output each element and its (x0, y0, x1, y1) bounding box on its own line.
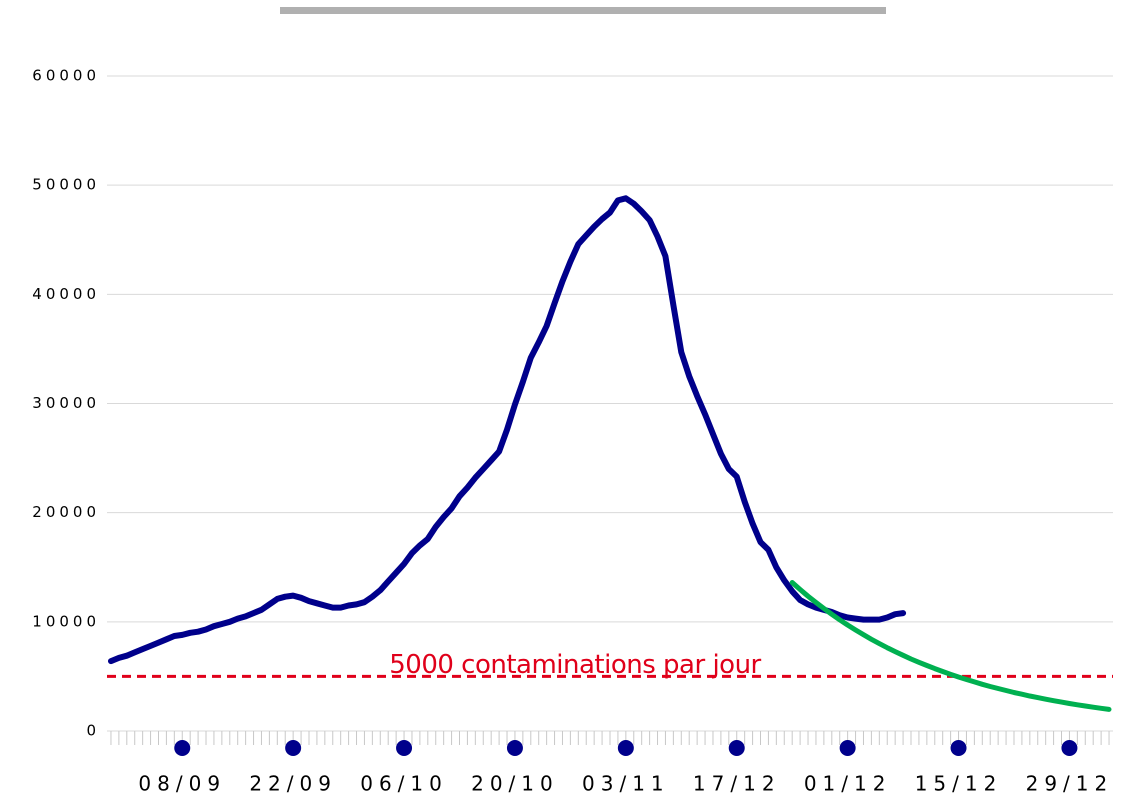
x-tick-label: 29/12 (1026, 772, 1114, 796)
title-placeholder (280, 7, 886, 14)
y-tick-label: 40000 (32, 285, 100, 303)
x-tick-label: 01/12 (804, 772, 892, 796)
date-marker (617, 740, 634, 756)
date-marker (396, 740, 413, 756)
y-tick-label: 10000 (32, 612, 100, 630)
y-tick-label: 20000 (32, 503, 100, 521)
x-tick-label: 03/11 (582, 772, 670, 796)
date-marker (728, 740, 745, 756)
date-marker (1061, 740, 1078, 756)
y-tick-label: 60000 (32, 67, 100, 85)
y-tick-label: 50000 (32, 176, 100, 194)
series-line (789, 580, 1112, 712)
y-tick-label: 0 (86, 722, 100, 740)
series-line (108, 195, 907, 665)
reference-label: 5000 contaminations par jour (389, 650, 761, 680)
date-marker (506, 740, 523, 756)
date-marker (285, 740, 302, 756)
x-tick-label: 17/12 (693, 772, 781, 796)
y-tick-label: 30000 (32, 394, 100, 412)
date-marker (839, 740, 856, 756)
x-tick-label: 06/10 (360, 772, 448, 796)
x-tick-label: 20/10 (471, 772, 559, 796)
x-tick-label: 08/09 (138, 772, 226, 796)
date-marker (174, 740, 191, 756)
x-tick-label: 15/12 (915, 772, 1003, 796)
date-marker (950, 740, 967, 756)
x-tick-label: 22/09 (249, 772, 337, 796)
